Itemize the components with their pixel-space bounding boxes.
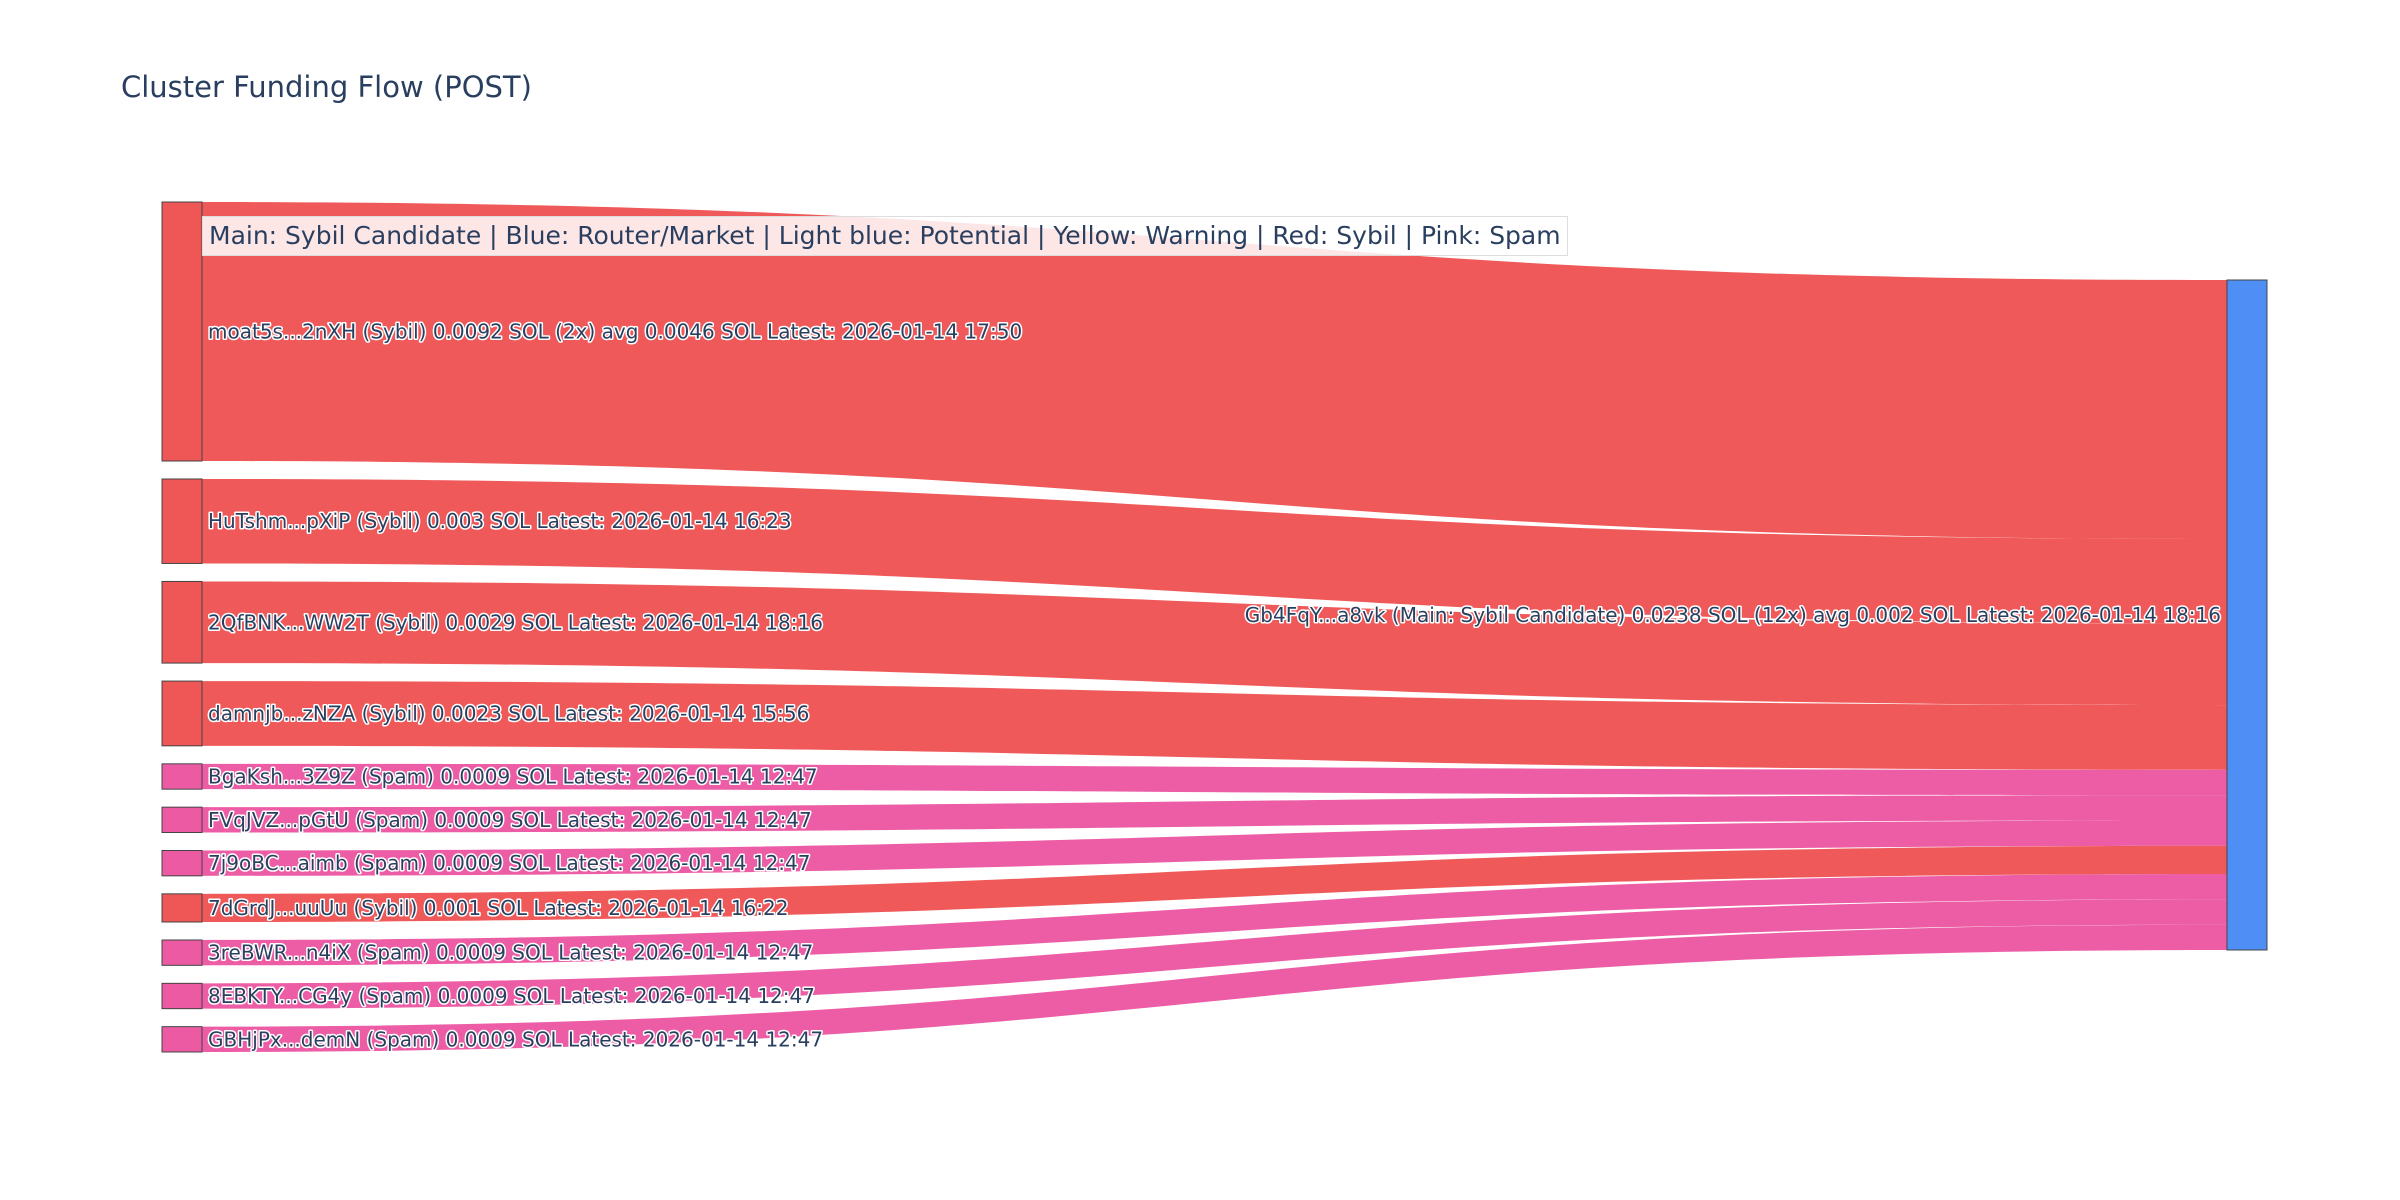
source-node-moat5s[interactable]: [161, 201, 203, 462]
flow-link-7j9oBC[interactable]: [202, 820, 2227, 876]
flow-link-HuTshm[interactable]: [202, 478, 2227, 624]
source-node-BgaKsh[interactable]: [161, 763, 203, 790]
source-label-moat5s: moat5s...2nXH (Sybil) 0.0092 SOL (2x) av…: [208, 319, 1022, 343]
flow-link-BgaKsh[interactable]: [202, 763, 2227, 796]
target-node-main[interactable]: [2226, 279, 2268, 951]
source-node-FVqJVZ[interactable]: [161, 806, 203, 834]
source-node-damnjb[interactable]: [161, 680, 203, 747]
source-node-3reBWR[interactable]: [161, 939, 203, 966]
legend-annotation: Main: Sybil Candidate | Blue: Router/Mar…: [202, 216, 1568, 256]
flow-link-8EBKTY[interactable]: [202, 899, 2227, 1009]
source-label-damnjb: damnjb...zNZA (Sybil) 0.0023 SOL Latest:…: [208, 701, 809, 725]
flow-link-moat5s[interactable]: [202, 202, 2227, 539]
source-node-7dGrdJ[interactable]: [161, 893, 203, 923]
flow-link-FVqJVZ[interactable]: [202, 795, 2227, 833]
source-label-3reBWR: 3reBWR...n4iX (Spam) 0.0009 SOL Latest: …: [208, 941, 813, 965]
flow-link-damnjb[interactable]: [202, 681, 2227, 770]
source-label-HuTshm: HuTshm...pXiP (Sybil) 0.003 SOL Latest: …: [208, 509, 792, 533]
flow-link-2QfBNK[interactable]: [202, 581, 2227, 706]
chart-title: Cluster Funding Flow (POST): [121, 70, 532, 104]
flow-link-GBHjPx[interactable]: [202, 924, 2227, 1052]
target-label-main: Gb4FqY...a8vk (Main: Sybil Candidate) 0.…: [1245, 603, 2221, 627]
source-node-2QfBNK[interactable]: [161, 580, 203, 664]
source-label-7dGrdJ: 7dGrdJ...uuUu (Sybil) 0.001 SOL Latest: …: [208, 896, 788, 920]
source-label-7j9oBC: 7j9oBC...aimb (Spam) 0.0009 SOL Latest: …: [208, 851, 811, 875]
source-node-8EBKTY[interactable]: [161, 982, 203, 1010]
source-node-GBHjPx[interactable]: [161, 1026, 203, 1053]
source-node-7j9oBC[interactable]: [161, 850, 203, 877]
flow-link-3reBWR[interactable]: [202, 873, 2227, 966]
source-label-2QfBNK: 2QfBNK...WW2T (Sybil) 0.0029 SOL Latest:…: [208, 610, 823, 634]
flow-link-7dGrdJ[interactable]: [202, 845, 2227, 922]
source-label-8EBKTY: 8EBKTY...CG4y (Spam) 0.0009 SOL Latest: …: [208, 984, 815, 1008]
source-label-GBHjPx: GBHjPx...demN (Spam) 0.0009 SOL Latest: …: [208, 1027, 823, 1051]
source-label-FVqJVZ: FVqJVZ...pGtU (Spam) 0.0009 SOL Latest: …: [208, 808, 812, 832]
source-node-HuTshm[interactable]: [161, 478, 203, 564]
source-label-BgaKsh: BgaKsh...3Z9Z (Spam) 0.0009 SOL Latest: …: [208, 765, 818, 789]
